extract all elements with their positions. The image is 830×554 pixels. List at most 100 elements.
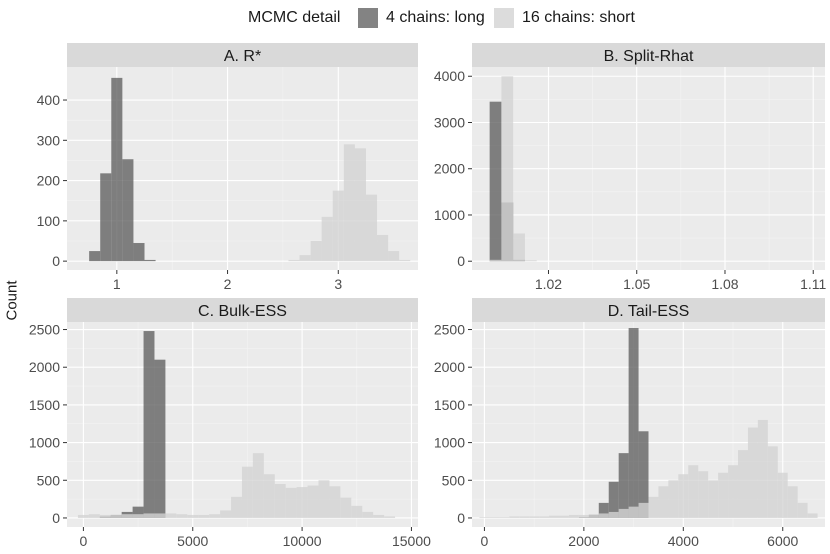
x-tick-label: 0 [481,533,489,549]
y-tick-label: 200 [37,173,61,189]
y-tick-label: 0 [457,510,465,526]
histogram-bar [698,471,709,518]
histogram-bar [499,517,510,518]
histogram-bar [529,516,540,518]
histogram-bar [767,446,778,518]
histogram-bar [728,465,738,518]
x-tick-label: 2 [224,276,232,292]
histogram-bar [549,515,560,518]
legend-title: MCMC detail [248,9,341,26]
histogram-bar [509,516,520,518]
histogram-bar [296,487,308,518]
legend-label-short: 16 chains: short [522,9,635,26]
histogram-bar [757,419,768,518]
y-tick-label: 400 [37,92,61,108]
histogram-bar [89,251,101,262]
y-tick-label: 500 [442,472,466,488]
histogram-bar [638,502,649,518]
histogram-bar [176,514,188,518]
histogram-bar [332,190,344,262]
histogram-bar [343,144,355,262]
histogram-bar [299,255,311,262]
histogram-bar [479,517,490,518]
x-tick-label: 1.02 [535,276,562,292]
histogram-bar [143,331,155,518]
y-tick-label: 2500 [434,322,465,338]
histogram-bar [143,513,155,518]
histogram-bar [209,514,221,518]
y-tick-label: 1000 [434,207,465,223]
facet-strip [67,298,418,322]
x-tick-label: 1 [113,276,121,292]
facet-title: C. Bulk-ESS [198,303,287,320]
histogram-bar [133,243,145,262]
x-tick-label: 5000 [177,533,208,549]
histogram-bar [274,484,286,518]
y-tick-label: 1000 [29,435,60,451]
histogram-bar [489,259,502,262]
histogram-bar [777,472,788,518]
histogram-bar [307,485,319,518]
histogram-bar [288,259,300,262]
histogram-bar [340,497,352,518]
histogram-bar [588,514,599,518]
histogram-bar [122,159,134,262]
histogram-bar [220,510,232,518]
histogram-bar [559,515,569,518]
histogram-bar [377,234,389,262]
histogram-bar [263,474,275,518]
histogram-bar [351,505,363,518]
histogram-bar [489,517,500,518]
histogram-bar [797,502,808,518]
histogram-bar [384,516,396,518]
histogram-bar [608,511,619,518]
histogram-bar [524,260,537,262]
y-tick-label: 300 [37,132,61,148]
histogram-bar [88,514,100,518]
facet-title: B. Split-Rhat [604,48,694,65]
facet-strip [472,43,825,67]
y-tick-label: 0 [52,510,60,526]
histogram-bar [388,251,400,262]
histogram-bar [678,474,689,518]
y-tick-label: 100 [37,213,61,229]
histogram-bar [110,514,122,518]
histogram-bar [708,480,719,518]
histogram-bar [519,516,530,518]
x-tick-label: 2000 [568,533,599,549]
histogram-bar [489,101,502,262]
facet-strip [67,43,418,67]
y-tick-label: 2500 [29,322,60,338]
histogram-bar [539,516,550,518]
histogram-bar [329,486,341,518]
histogram-bar [747,427,758,518]
histogram-bar [111,77,123,262]
facet-strip [472,298,825,322]
x-tick-label: 1.08 [711,276,738,292]
histogram-bar [285,487,297,518]
y-tick-label: 2000 [29,359,60,375]
histogram-bar [241,466,253,518]
histogram-bar [77,514,89,518]
histogram-bar [648,496,659,518]
y-tick-label: 2000 [434,161,465,177]
legend-key-long [358,8,378,28]
histogram-bar [807,513,818,518]
x-tick-label: 1.11 [800,276,826,292]
histogram-bar [144,259,156,262]
histogram-bar [628,506,639,518]
histogram-bar [598,513,609,518]
histogram-bar [618,508,629,518]
histogram-bar [608,481,619,518]
histogram-bar [737,450,748,518]
histogram-bar [318,480,330,518]
histogram-bar [321,216,333,262]
histogram-bar [187,514,199,518]
histogram-bar [132,514,144,518]
y-tick-label: 500 [37,472,61,488]
histogram-bar [578,514,589,518]
histogram-bar [310,241,322,262]
histogram-bar [198,514,210,518]
histogram-bar [354,148,366,262]
